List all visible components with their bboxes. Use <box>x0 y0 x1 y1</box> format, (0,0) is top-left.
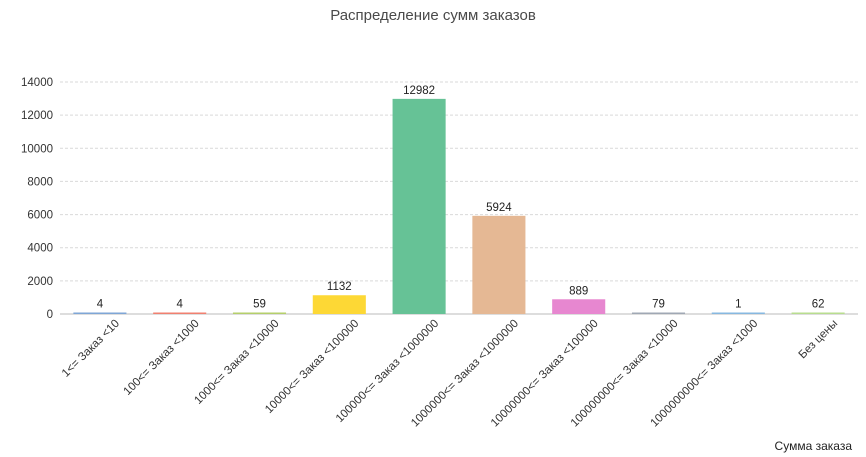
bar[interactable] <box>312 295 366 314</box>
y-tick-label: 4000 <box>27 243 53 255</box>
bar[interactable] <box>631 312 686 315</box>
bar[interactable] <box>552 299 606 314</box>
bar-value-label: 889 <box>569 285 588 297</box>
y-tick-label: 8000 <box>27 176 53 188</box>
x-axis-title: Сумма заказа <box>774 439 852 453</box>
gridlines <box>60 81 858 315</box>
bar[interactable] <box>392 98 446 314</box>
bar[interactable] <box>472 215 526 314</box>
bars <box>73 98 845 315</box>
y-tick-label: 12000 <box>21 110 53 122</box>
bar-value-label: 1 <box>735 299 741 311</box>
bar[interactable] <box>232 312 287 315</box>
x-category-label: 10000<= Заказ <100000 <box>263 318 361 416</box>
y-tick-label: 10000 <box>21 143 53 155</box>
y-axis-ticks: 0 2000 4000 6000 8000 10000 12000 14000 <box>21 77 53 321</box>
bar-value-label: 4 <box>176 299 183 311</box>
x-category-label: 1000<= Заказ <10000 <box>192 318 281 407</box>
value-labels: 4 4 59 1132 12982 5924 889 79 1 62 <box>97 85 825 311</box>
bar-value-label: 5924 <box>486 202 512 214</box>
bar-value-label: 62 <box>812 299 825 311</box>
chart-title: Распределение сумм заказов <box>330 7 536 24</box>
bar-value-label: 79 <box>652 299 665 311</box>
bar[interactable] <box>791 312 845 315</box>
bar-value-label: 4 <box>97 299 104 311</box>
bar[interactable] <box>153 312 207 315</box>
bar-value-label: 59 <box>253 299 266 311</box>
x-category-label: 100<= Заказ <1000 <box>122 318 202 398</box>
bar[interactable] <box>73 312 127 315</box>
bar[interactable] <box>711 312 765 315</box>
y-tick-label: 14000 <box>21 77 53 89</box>
y-tick-label: 6000 <box>27 210 53 222</box>
x-category-label: 1<= Заказ <10 <box>60 318 122 380</box>
bar-value-label: 12982 <box>403 85 435 97</box>
y-tick-label: 0 <box>47 309 53 321</box>
x-category-label: Без цены <box>797 318 841 362</box>
bar-value-label: 1132 <box>327 281 352 293</box>
y-tick-label: 2000 <box>27 276 53 288</box>
